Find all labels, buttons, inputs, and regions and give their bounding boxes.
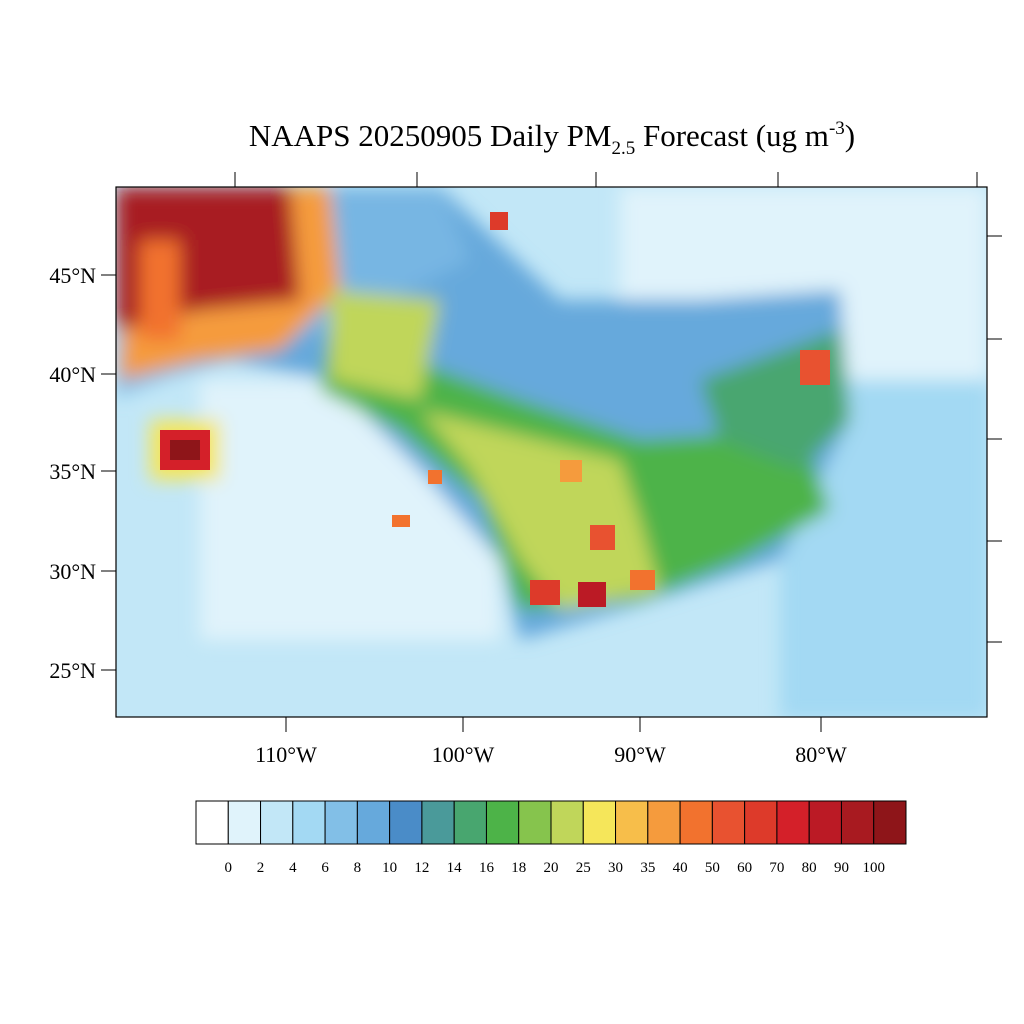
lon-label: 100°W <box>432 742 495 767</box>
colorbar-box <box>615 800 649 845</box>
colorbar-label: 50 <box>705 860 720 876</box>
colorbar-label: 25 <box>576 860 591 876</box>
lon-label: 80°W <box>795 742 847 767</box>
lon-label: 90°W <box>614 742 666 767</box>
colorbar-box <box>356 800 391 845</box>
colorbar-box <box>195 800 229 845</box>
lat-label: 25°N <box>49 658 96 683</box>
colorbar-label: 30 <box>608 860 623 876</box>
colorbar-box <box>808 800 842 845</box>
colorbar-label: 80 <box>802 860 817 876</box>
colorbar-label: 18 <box>511 860 526 876</box>
lat-label: 30°N <box>49 559 96 584</box>
colorbar-box <box>840 800 875 845</box>
colorbar-label: 100 <box>862 860 885 876</box>
colorbar-label: 10 <box>382 860 397 876</box>
lat-label: 40°N <box>49 362 96 387</box>
pm25-field <box>116 187 987 717</box>
colorbar-box <box>776 800 810 845</box>
colorbar-box <box>647 800 681 845</box>
colorbar-box <box>518 800 552 845</box>
colorbar-box <box>744 800 778 845</box>
lat-label: 45°N <box>49 263 96 288</box>
colorbar-box <box>582 800 617 845</box>
colorbar-label: 0 <box>225 860 233 876</box>
colorbar-box <box>260 800 294 845</box>
map-frame <box>115 186 988 718</box>
colorbar-label: 60 <box>737 860 752 876</box>
colorbar-label: 6 <box>321 860 329 876</box>
colorbar-box <box>679 800 713 845</box>
colorbar-box <box>485 800 520 845</box>
colorbar-box <box>421 800 455 845</box>
lat-label: 35°N <box>49 459 96 484</box>
colorbar-label: 16 <box>479 860 495 876</box>
colorbar-label: 35 <box>640 860 655 876</box>
colorbar-box <box>227 800 262 845</box>
ticks <box>101 172 1002 732</box>
colorbar-label: 14 <box>447 860 463 876</box>
colorbar-box <box>292 800 326 845</box>
colorbar-label: 20 <box>544 860 559 876</box>
colorbar-box <box>324 800 358 845</box>
lon-label: 110°W <box>255 742 317 767</box>
colorbar-label: 12 <box>414 860 429 876</box>
colorbar-box <box>389 800 423 845</box>
colorbar-box <box>453 800 487 845</box>
colorbar-box <box>711 800 746 845</box>
colorbar-label: 40 <box>673 860 688 876</box>
colorbar-box <box>873 800 907 845</box>
title: NAAPS 20250905 Daily PM2.5 Forecast (ug … <box>249 118 855 159</box>
colorbar-box <box>550 800 584 845</box>
colorbar-label: 8 <box>354 860 362 876</box>
colorbar-label: 4 <box>289 860 297 876</box>
colorbar-label: 70 <box>769 860 784 876</box>
colorbar-label: 90 <box>834 860 849 876</box>
colorbar-label: 2 <box>257 860 265 876</box>
